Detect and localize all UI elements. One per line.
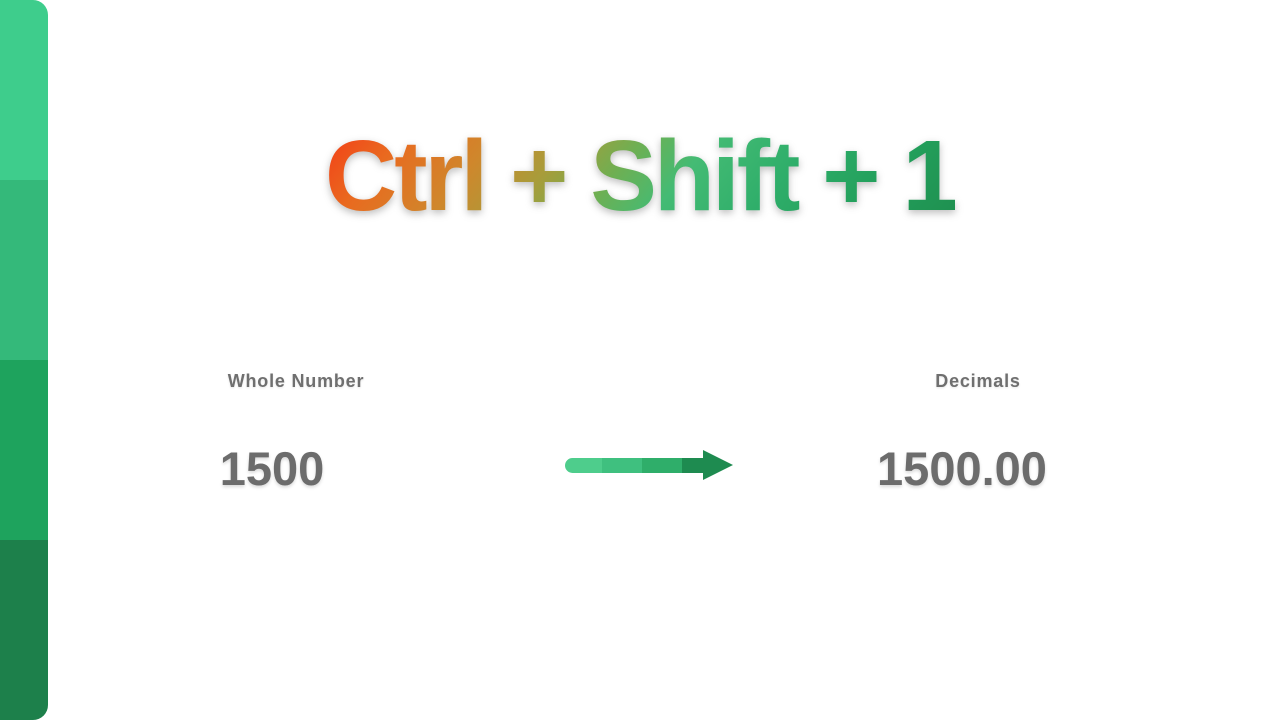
after-value: 1500.00 (877, 442, 1047, 495)
after-label: Decimals (935, 371, 1021, 391)
accent-bar-segment-4 (0, 540, 48, 720)
title-container: Ctrl + Shift + 1 (0, 126, 1280, 226)
accent-bar-segment-3 (0, 360, 48, 540)
arrow-segment-4 (682, 458, 703, 473)
arrow-segment-2 (602, 458, 642, 473)
arrow-segment-1 (565, 458, 602, 473)
arrow-head-icon (703, 450, 733, 480)
arrow-segment-3 (642, 458, 682, 473)
shortcut-title: Ctrl + Shift + 1 (325, 120, 958, 232)
before-value: 1500 (219, 442, 325, 495)
arrow-body (565, 458, 703, 473)
transform-arrow-icon (565, 450, 733, 480)
accent-bar-segment-1 (0, 0, 48, 180)
accent-bar-segment-2 (0, 180, 48, 360)
green-accent-bar (0, 0, 48, 720)
before-label: Whole Number (227, 371, 365, 391)
